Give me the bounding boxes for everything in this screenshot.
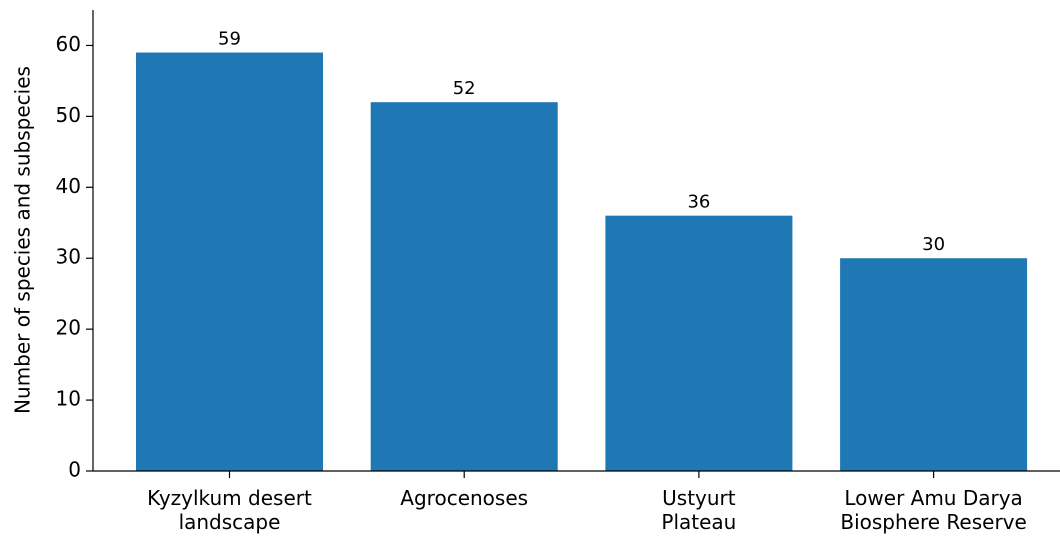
value-label: 30	[922, 234, 945, 255]
y-tick-label: 0	[68, 458, 81, 482]
bar	[370, 102, 558, 471]
x-tick-label: Ustyurt Plateau	[661, 486, 737, 534]
y-tick-label: 30	[56, 245, 81, 269]
y-tick-label: 40	[56, 174, 81, 198]
bar	[605, 215, 793, 471]
y-tick-label: 60	[56, 32, 81, 56]
y-axis-label: Number of species and subspecies	[11, 66, 35, 414]
bar	[840, 258, 1028, 471]
value-label: 59	[218, 29, 241, 50]
value-label: 52	[453, 78, 476, 99]
x-tick-label: Kyzylkum desert landscape	[147, 486, 312, 534]
x-tick-label: Lower Amu Darya Biosphere Reserve	[840, 486, 1027, 534]
x-tick-label: Agrocenoses	[400, 486, 529, 510]
value-label: 36	[687, 192, 710, 213]
y-tick-label: 20	[56, 316, 81, 340]
y-tick-label: 10	[56, 387, 81, 411]
y-tick-label: 50	[56, 103, 81, 127]
bar	[136, 52, 323, 472]
